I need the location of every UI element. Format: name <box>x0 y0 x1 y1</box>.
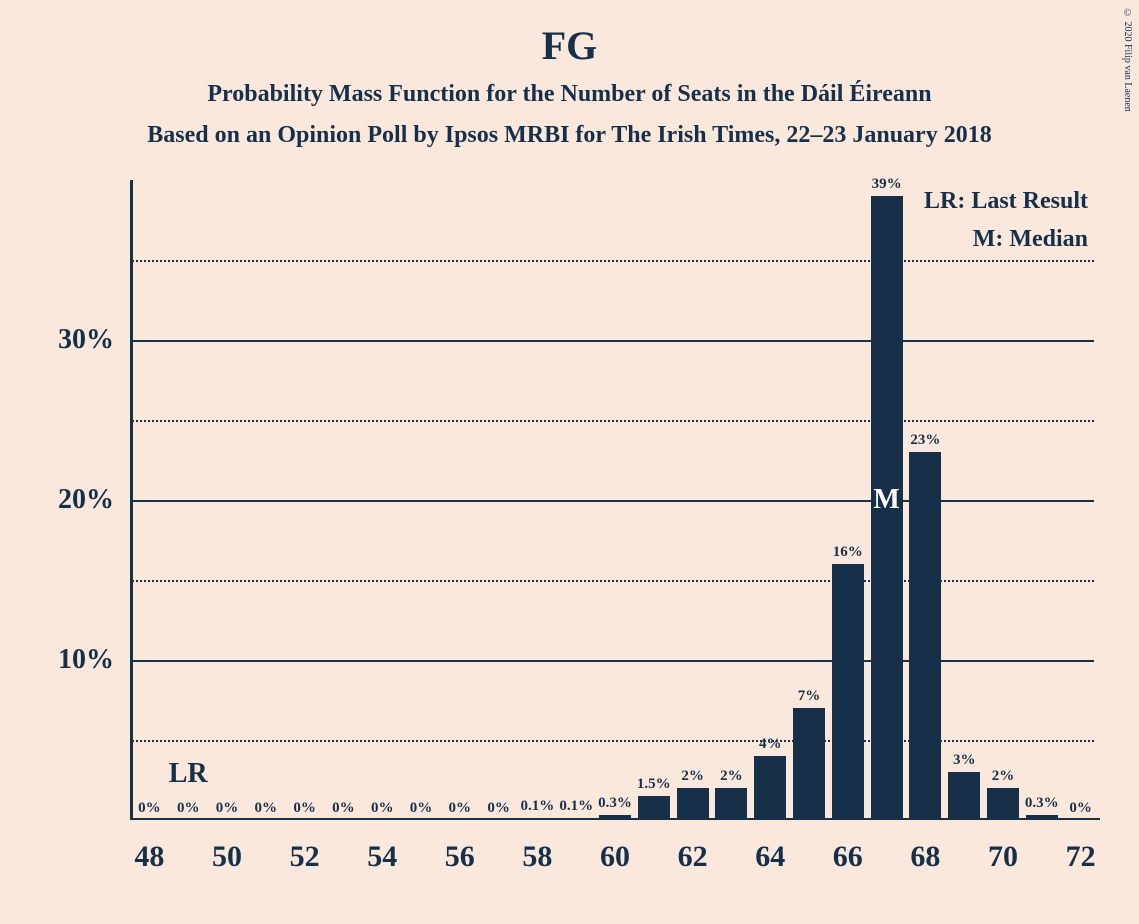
copyright-text: © 2020 Filip van Laenen <box>1122 8 1133 112</box>
bar-value-label: 0% <box>216 800 239 817</box>
x-tick-label: 50 <box>212 840 242 874</box>
bar <box>832 564 864 818</box>
pmf-bar-chart: LR: Last Result M: Median 10% 20% 30% 48 50 5… <box>40 170 1120 900</box>
bar-value-label: 0% <box>449 800 472 817</box>
legend-last-result: LR: Last Result <box>924 188 1088 215</box>
bar-value-label: 2% <box>992 768 1015 785</box>
bar-value-label: 0% <box>177 800 200 817</box>
bar <box>754 756 786 818</box>
bar <box>909 452 941 818</box>
bar-value-label: 0% <box>332 800 355 817</box>
grid-major <box>132 660 1094 662</box>
bar-value-label: 2% <box>681 768 704 785</box>
bar-value-label: 0% <box>371 800 394 817</box>
x-tick-label: 60 <box>600 840 630 874</box>
bar <box>715 788 747 818</box>
x-tick-label: 56 <box>445 840 475 874</box>
x-tick-label: 66 <box>833 840 863 874</box>
bar-value-label: 0% <box>487 800 510 817</box>
chart-subtitle-2: Based on an Opinion Poll by Ipsos MRBI f… <box>0 122 1139 149</box>
bar-value-label: 0.3% <box>1025 795 1059 812</box>
bar <box>793 708 825 818</box>
x-tick-label: 72 <box>1066 840 1096 874</box>
bar <box>599 815 631 818</box>
grid-major <box>132 500 1094 502</box>
title-block: FG Probability Mass Function for the Num… <box>0 0 1139 149</box>
x-tick-label: 70 <box>988 840 1018 874</box>
x-tick-label: 68 <box>910 840 940 874</box>
bar-value-label: 0% <box>293 800 316 817</box>
bar-value-label: 0% <box>138 800 161 817</box>
y-tick-label: 10% <box>58 644 114 676</box>
plot-area: LR: Last Result M: Median 10%20%30%48505… <box>130 180 1100 820</box>
bar-value-label: 0.1% <box>521 798 555 815</box>
bar-value-label: 0% <box>410 800 433 817</box>
median-marker: M <box>873 484 899 516</box>
bar-value-label: 39% <box>872 176 902 193</box>
grid-minor <box>132 420 1094 422</box>
bar-value-label: 0% <box>255 800 278 817</box>
bar-value-label: 7% <box>798 688 821 705</box>
bar-value-label: 3% <box>953 752 976 769</box>
x-tick-label: 64 <box>755 840 785 874</box>
bar-value-label: 0.1% <box>559 798 593 815</box>
bar <box>677 788 709 818</box>
bar-value-label: 2% <box>720 768 743 785</box>
bar-value-label: 0% <box>1069 800 1092 817</box>
grid-minor <box>132 260 1094 262</box>
x-tick-label: 58 <box>522 840 552 874</box>
legend-median: M: Median <box>973 226 1088 253</box>
bar <box>638 796 670 818</box>
x-tick-label: 52 <box>290 840 320 874</box>
last-result-marker: LR <box>169 758 208 790</box>
bar-value-label: 23% <box>910 432 940 449</box>
x-tick-label: 54 <box>367 840 397 874</box>
x-tick-label: 48 <box>134 840 164 874</box>
grid-major <box>132 340 1094 342</box>
x-tick-label: 62 <box>678 840 708 874</box>
bar-value-label: 4% <box>759 736 782 753</box>
y-tick-label: 20% <box>58 484 114 516</box>
bar-value-label: 16% <box>833 544 863 561</box>
bar-value-label: 0.3% <box>598 795 632 812</box>
bar-value-label: 1.5% <box>637 776 671 793</box>
chart-title: FG <box>0 22 1139 69</box>
bar <box>987 788 1019 818</box>
grid-minor <box>132 740 1094 742</box>
chart-subtitle-1: Probability Mass Function for the Number… <box>0 81 1139 108</box>
bar <box>948 772 980 818</box>
bar <box>1026 815 1058 818</box>
grid-minor <box>132 580 1094 582</box>
y-tick-label: 30% <box>58 324 114 356</box>
